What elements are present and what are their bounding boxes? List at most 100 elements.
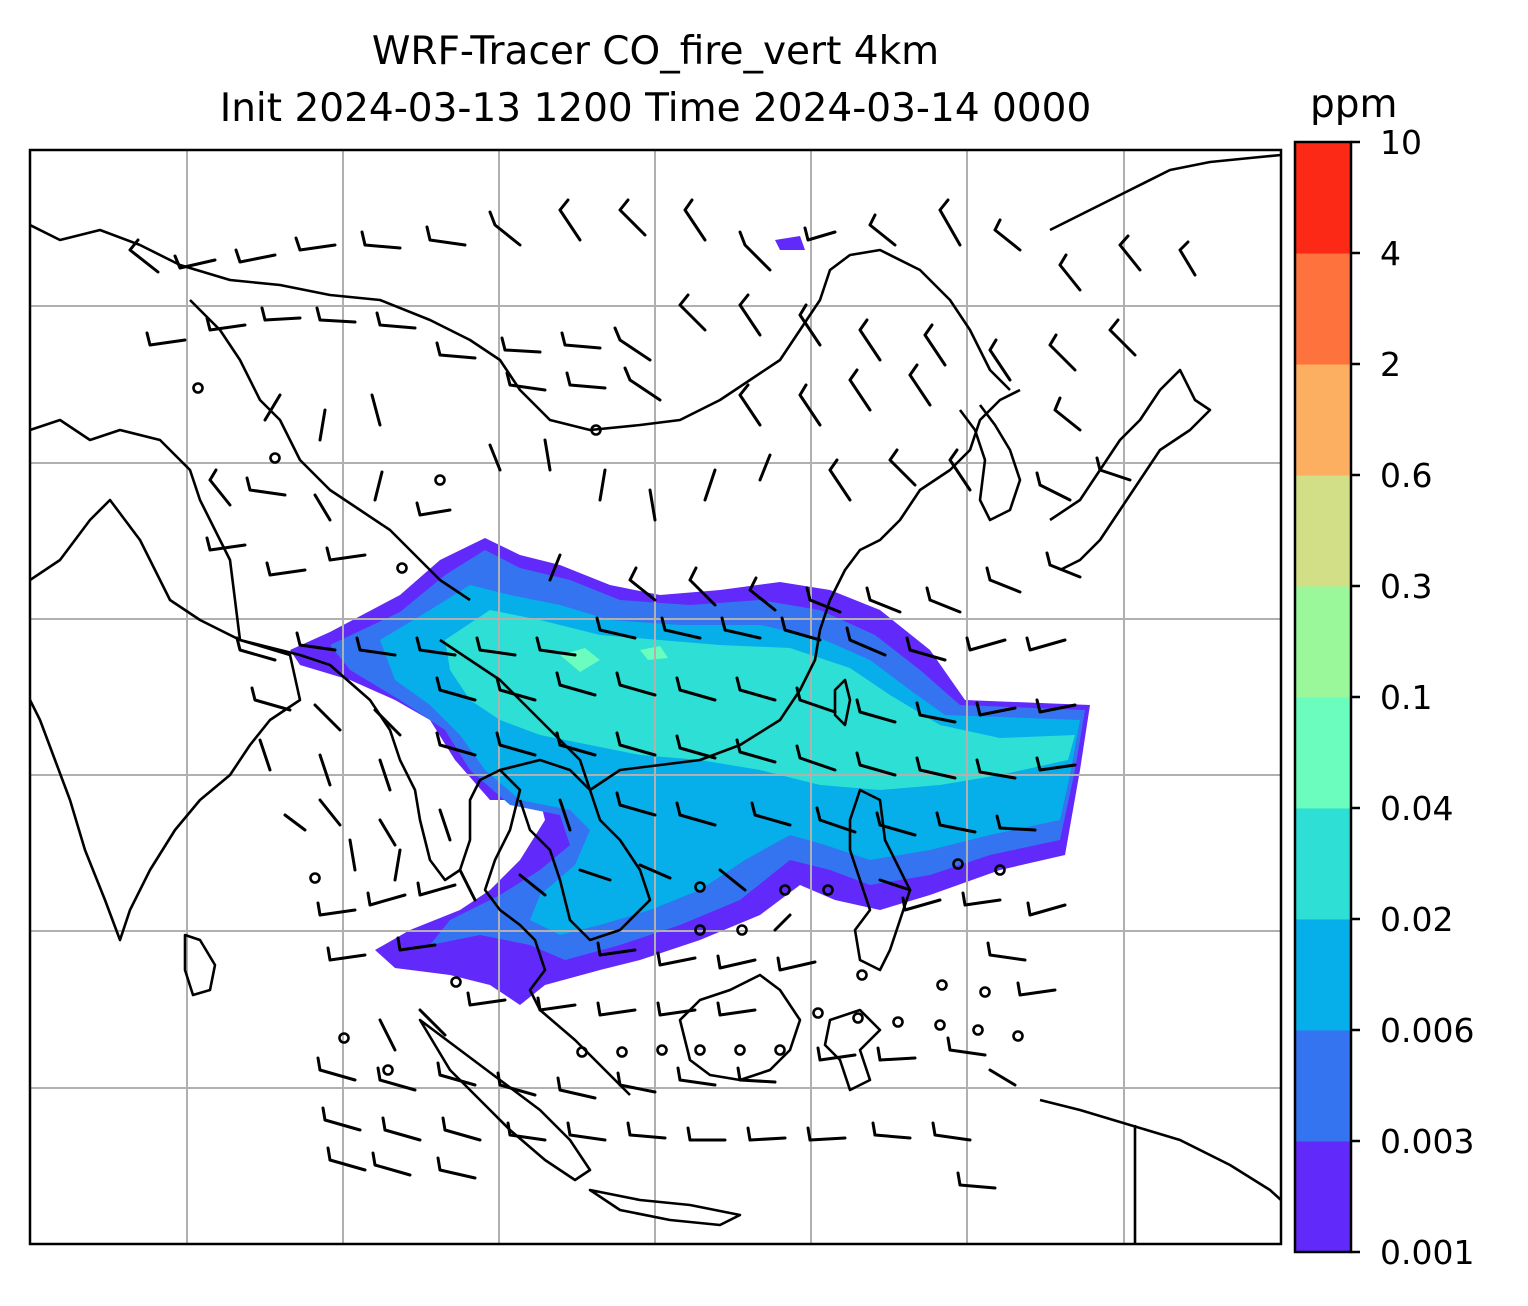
wind-barb: [555, 671, 597, 697]
wind-barb: [738, 293, 762, 337]
wind-barb: [1058, 253, 1082, 292]
wind-barb: [776, 956, 817, 972]
wind-barb: [435, 731, 477, 757]
wind-barb: [795, 744, 837, 772]
wind-barb: [656, 1001, 697, 1017]
coastline-mongolia-border: [30, 223, 1011, 432]
wind-barb: [316, 1056, 357, 1082]
calm-wind-markers: [192, 382, 1024, 1076]
colorbar-tick-label: 10: [1380, 123, 1422, 162]
wind-barb: [748, 576, 777, 612]
colorbar-band: [1295, 808, 1351, 920]
wind-barb: [703, 468, 717, 502]
wind-barb: [925, 586, 962, 614]
calm-circle: [309, 872, 321, 884]
colorbar-band: [1295, 253, 1351, 365]
wind-barb: [355, 636, 397, 657]
wind-barb: [938, 198, 962, 247]
wind-barb: [235, 636, 277, 662]
wind-barb: [615, 671, 657, 697]
wind-barb: [415, 501, 452, 517]
coastline-sumatra: [418, 1018, 592, 1182]
colorbar-tick-label: 2: [1380, 345, 1401, 384]
calm-circle: [994, 864, 1006, 876]
coastline-philippines: [848, 788, 912, 972]
wind-barb: [686, 1126, 727, 1142]
wind-barb: [746, 1126, 787, 1142]
wind-barb: [798, 383, 822, 427]
wind-barb: [466, 991, 507, 1007]
calm-circle: [269, 452, 281, 464]
coastline-bay-of-bengal: [239, 638, 631, 1096]
wind-barb: [868, 213, 897, 247]
wind-barb: [915, 701, 957, 724]
calm-circle: [852, 1012, 864, 1024]
wind-barb: [366, 891, 407, 907]
wind-barb: [988, 338, 1012, 382]
wind-barb: [536, 996, 577, 1012]
wind-barb: [313, 493, 332, 522]
colorbar-tick-label: 0.3: [1380, 567, 1432, 606]
wind-barb: [1016, 981, 1057, 997]
wind-barb: [716, 1001, 757, 1017]
coastline-sulawesi: [823, 1008, 882, 1092]
wind-barb: [435, 341, 477, 360]
wind-barb: [915, 756, 957, 780]
plume-band-0.04: [560, 646, 668, 672]
wind-barb: [626, 1121, 667, 1140]
colorbar-band: [1295, 475, 1351, 587]
wind-barb: [638, 863, 672, 880]
wind-barb: [326, 1146, 367, 1172]
wind-barb: [993, 218, 1022, 252]
wind-barb: [648, 488, 657, 522]
wind-barb: [318, 408, 327, 442]
wind-barb: [618, 198, 647, 237]
wind-barb: [678, 293, 707, 332]
wind-barb: [803, 226, 837, 242]
wind-barb: [173, 254, 217, 270]
colorbar-band: [1295, 1141, 1351, 1253]
wind-barb: [458, 868, 477, 902]
wind-barb: [548, 553, 562, 582]
wind-barb: [381, 1116, 422, 1142]
wind-barb: [758, 453, 772, 482]
border-southeast-asia: [439, 638, 592, 791]
coastline-sri-lanka: [183, 933, 217, 997]
wind-barb: [995, 814, 1037, 832]
wind-barb: [858, 318, 882, 362]
wind-barb: [558, 198, 582, 242]
wind-barb: [986, 941, 1027, 962]
wind-barb: [325, 546, 367, 562]
colorbar-tick-label: 0.02: [1380, 900, 1453, 939]
wind-barb: [436, 1156, 477, 1180]
wind-barb: [688, 566, 717, 607]
wind-barb: [795, 686, 837, 714]
wind-barb: [313, 703, 342, 732]
wind-barb: [505, 371, 547, 392]
calm-circle: [856, 969, 868, 981]
wind-barb: [360, 230, 402, 250]
wind-barb: [901, 896, 942, 912]
wind-barb: [283, 813, 307, 832]
calm-circle: [812, 1007, 824, 1019]
wind-barb: [265, 561, 307, 577]
calm-circle: [382, 1064, 394, 1076]
calm-circle: [590, 424, 602, 436]
wind-barb: [1118, 234, 1142, 272]
colorbar-tick-label: 0.003: [1380, 1122, 1474, 1161]
wind-barb: [735, 738, 777, 764]
wind-barb: [378, 818, 397, 847]
colorbar-tick-label: 0.04: [1380, 789, 1453, 828]
wind-barb: [1026, 901, 1067, 917]
wind-barb: [855, 698, 897, 724]
wind-barb: [263, 393, 282, 422]
wind-barb: [871, 1121, 912, 1140]
calm-circle: [656, 1044, 668, 1056]
calm-circle: [979, 986, 991, 998]
wind-barb: [556, 1076, 597, 1100]
coastline-new-guinea: [1039, 1098, 1281, 1244]
wind-barb: [931, 1121, 972, 1142]
wind-barb: [566, 1121, 607, 1142]
wind-barb: [736, 1066, 777, 1084]
